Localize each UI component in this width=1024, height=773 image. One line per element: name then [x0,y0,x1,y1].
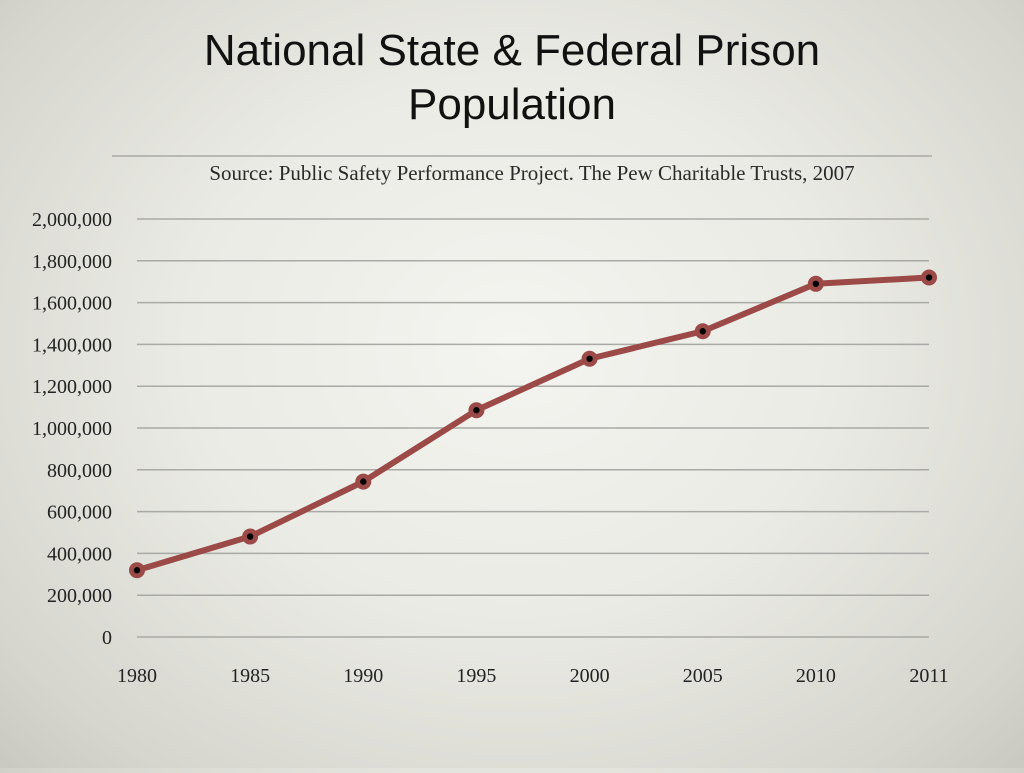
data-point-center [246,533,254,540]
y-tick-label: 1,000,000 [32,418,112,440]
y-tick-label: 400,000 [47,543,112,565]
x-tick-label: 1995 [456,665,496,687]
y-tick-label: 2,000,000 [32,209,112,231]
x-tick-label: 1985 [230,665,270,687]
x-tick-label: 2000 [570,665,610,687]
x-tick-label: 2010 [796,665,836,687]
x-tick-label: 2005 [683,665,723,687]
data-point-center [360,478,367,485]
y-tick-label: 0 [102,627,112,649]
y-tick-label: 1,400,000 [32,334,112,356]
data-point-center [925,274,933,281]
data-point-center [812,280,820,287]
x-tick-label: 2011 [909,665,948,687]
data-point-center [699,328,706,335]
y-tick-label: 1,800,000 [32,251,112,273]
series-line [134,274,932,574]
y-tick-label: 600,000 [47,502,112,524]
y-tick-label: 800,000 [47,460,112,482]
x-tick-label: 1990 [343,665,383,687]
data-point-center [586,355,593,362]
chart-source: Source: Public Safety Performance Projec… [209,161,854,185]
slide-title: National State & Federal Prison Populati… [112,24,912,132]
data-point-center [473,407,480,414]
y-tick-label: 200,000 [47,585,112,607]
x-tick-label: 1980 [117,665,157,687]
y-tick-label: 1,200,000 [32,376,112,398]
slide-title-line1: National State & Federal Prison [203,26,821,75]
y-tick-label: 1,600,000 [32,293,112,315]
data-point-center [133,567,141,574]
slide-title-line2: Population [408,80,616,129]
